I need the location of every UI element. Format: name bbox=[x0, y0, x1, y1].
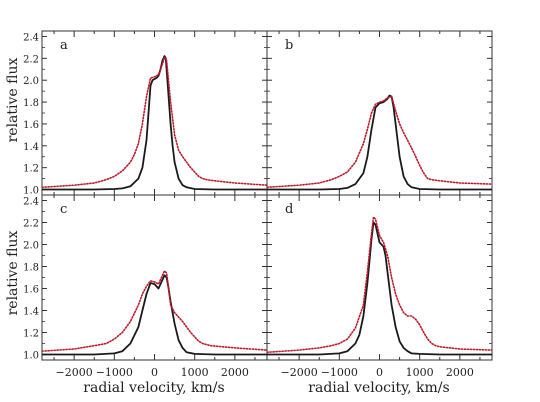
y-tick-label: 2.2 bbox=[23, 54, 39, 65]
x-tick-label: 0 bbox=[151, 366, 158, 379]
y-tick-label: 1.6 bbox=[23, 285, 39, 296]
series-observed-line bbox=[267, 95, 492, 189]
panel-b: b bbox=[266, 30, 493, 196]
x-tick-label: 2000 bbox=[446, 366, 474, 379]
panels-group: a 1.0 1.2 1.4 1.6 1.8 2.0 2.2 2.4 b c 1.0 1.2 1.4 1.6 1… bbox=[23, 30, 493, 379]
y-tick-label: 1.8 bbox=[23, 263, 39, 274]
x-tick-label: −1000 bbox=[321, 366, 358, 379]
panel-frame bbox=[266, 194, 493, 361]
y-tick-label: 1.2 bbox=[23, 329, 39, 340]
y-tick-label: 1.0 bbox=[23, 351, 39, 362]
panel-d: d −2000 −1000 0 1000 2000 bbox=[266, 194, 493, 379]
series-observed-line bbox=[267, 215, 492, 354]
x-tick-label: 2000 bbox=[221, 366, 249, 379]
panel-data bbox=[267, 94, 492, 191]
y-tick-label: 2.0 bbox=[23, 241, 39, 252]
y-tick-label: 1.2 bbox=[23, 164, 39, 175]
x-tick-label: 1000 bbox=[406, 366, 434, 379]
x-tick-label: 0 bbox=[376, 366, 383, 379]
y-axis-label: relative flux bbox=[5, 58, 21, 143]
y-tick-label: 1.0 bbox=[23, 186, 39, 197]
x-tick-label: 1000 bbox=[181, 366, 209, 379]
panel-frame bbox=[266, 30, 493, 196]
x-axis-label: radial velocity, km/s bbox=[308, 380, 449, 396]
series-observed-line bbox=[42, 269, 267, 353]
x-tick-label: −2000 bbox=[281, 366, 318, 379]
y-tick-label: 1.4 bbox=[23, 307, 39, 318]
y-tick-label: 2.4 bbox=[23, 32, 39, 43]
y-tick-label: 1.4 bbox=[23, 142, 39, 153]
x-tick-label: −2000 bbox=[56, 366, 93, 379]
panel-letter: c bbox=[60, 202, 67, 217]
panel-c: c 1.0 1.2 1.4 1.6 1.8 2.0 2.2 2.4 −2000 −1000 0 1000… bbox=[23, 194, 268, 379]
x-axis-label: radial velocity, km/s bbox=[83, 380, 224, 396]
panel-data bbox=[42, 55, 267, 191]
panel-letter: a bbox=[60, 38, 68, 53]
panel-letter: d bbox=[285, 202, 293, 217]
y-tick-label: 2.4 bbox=[23, 197, 39, 208]
y-tick-label: 2.0 bbox=[23, 76, 39, 87]
panel-a: a 1.0 1.2 1.4 1.6 1.8 2.0 2.2 2.4 bbox=[23, 30, 268, 197]
panel-frame bbox=[41, 30, 268, 196]
series-observed-line bbox=[42, 55, 267, 189]
y-tick-label: 1.6 bbox=[23, 120, 39, 131]
series-model-line bbox=[267, 94, 492, 191]
panel-data bbox=[267, 215, 492, 356]
y-tick-label: 1.8 bbox=[23, 98, 39, 109]
series-model-line bbox=[267, 221, 492, 356]
panel-frame bbox=[41, 194, 268, 361]
panel-letter: b bbox=[285, 38, 293, 53]
panel-data bbox=[42, 269, 267, 356]
y-tick-label: 2.2 bbox=[23, 219, 39, 230]
series-model-line bbox=[42, 274, 267, 356]
y-axis-label: relative flux bbox=[5, 231, 21, 316]
x-tick-label: −1000 bbox=[96, 366, 133, 379]
